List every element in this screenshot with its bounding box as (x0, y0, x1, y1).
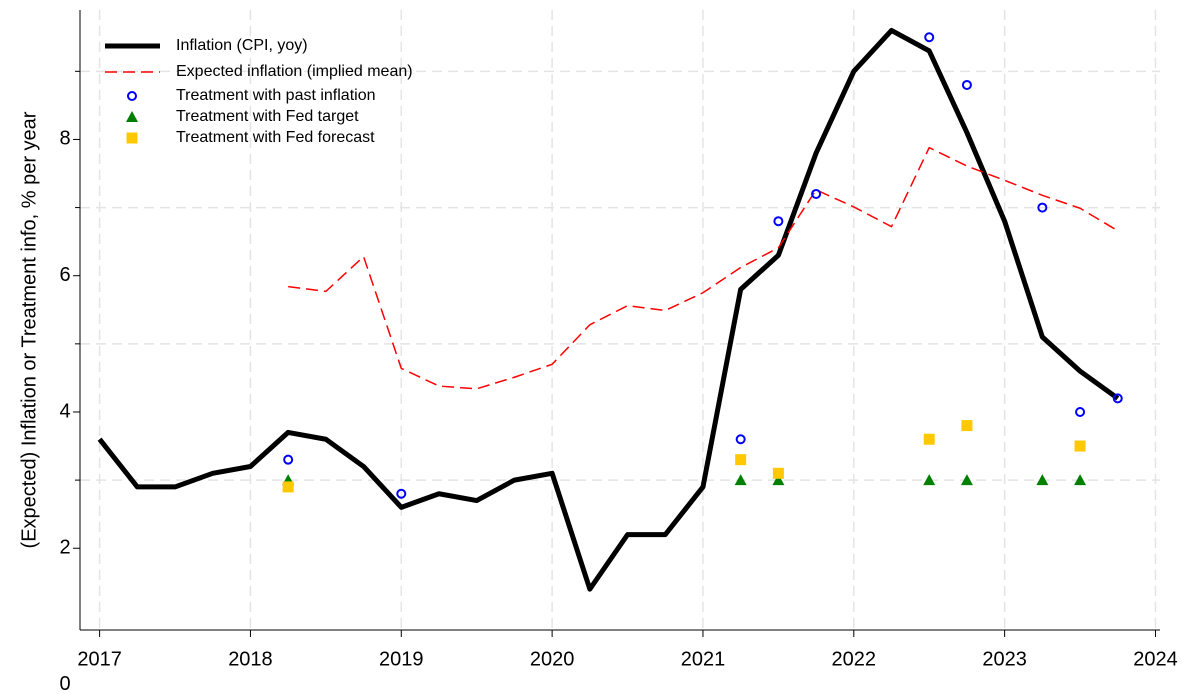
x-tick-label: 2020 (530, 648, 575, 670)
point (735, 434, 746, 445)
legend-label: Expected inflation (implied mean) (176, 63, 413, 80)
series-line (288, 146, 1119, 390)
x-tick-label: 2024 (1133, 648, 1178, 670)
legend-label: Inflation (CPI, yoy) (176, 37, 308, 54)
point (283, 454, 294, 465)
point (1037, 202, 1048, 213)
legend-label: Treatment with Fed forecast (176, 129, 375, 146)
point (923, 433, 935, 445)
y-tick-label: 0 (59, 673, 70, 695)
legend-swatch (126, 132, 138, 144)
point (1075, 406, 1086, 417)
point (396, 488, 407, 499)
y-tick-label: 6 (59, 264, 70, 286)
point (811, 188, 822, 199)
legend-swatch (126, 111, 138, 122)
point (924, 32, 935, 43)
x-tick-label: 2022 (832, 648, 877, 670)
y-tick-label: 2 (59, 537, 70, 559)
point (1074, 474, 1087, 486)
series-line (97, 27, 1120, 592)
point (734, 474, 747, 486)
x-tick-label: 2021 (681, 648, 726, 670)
point (923, 474, 936, 486)
point (960, 474, 973, 486)
point (772, 467, 784, 479)
point (1112, 393, 1123, 404)
point (961, 420, 973, 432)
x-tick-label: 2023 (982, 648, 1027, 670)
y-tick-label: 4 (59, 400, 70, 422)
legend-label: Treatment with past inflation (176, 87, 376, 104)
y-axis-label: (Expected) Inflation or Treatment info, … (18, 111, 40, 548)
point (735, 454, 747, 466)
point (1036, 474, 1049, 486)
point (282, 481, 294, 493)
x-tick-label: 2018 (228, 648, 273, 670)
x-tick-label: 2017 (77, 648, 122, 670)
point (961, 79, 972, 90)
y-tick-label: 8 (59, 128, 70, 150)
legend-label: Treatment with Fed target (176, 108, 359, 125)
point (1074, 440, 1086, 452)
point (773, 216, 784, 227)
point (772, 474, 785, 486)
x-tick-label: 2019 (379, 648, 424, 670)
legend-swatch (127, 91, 137, 101)
